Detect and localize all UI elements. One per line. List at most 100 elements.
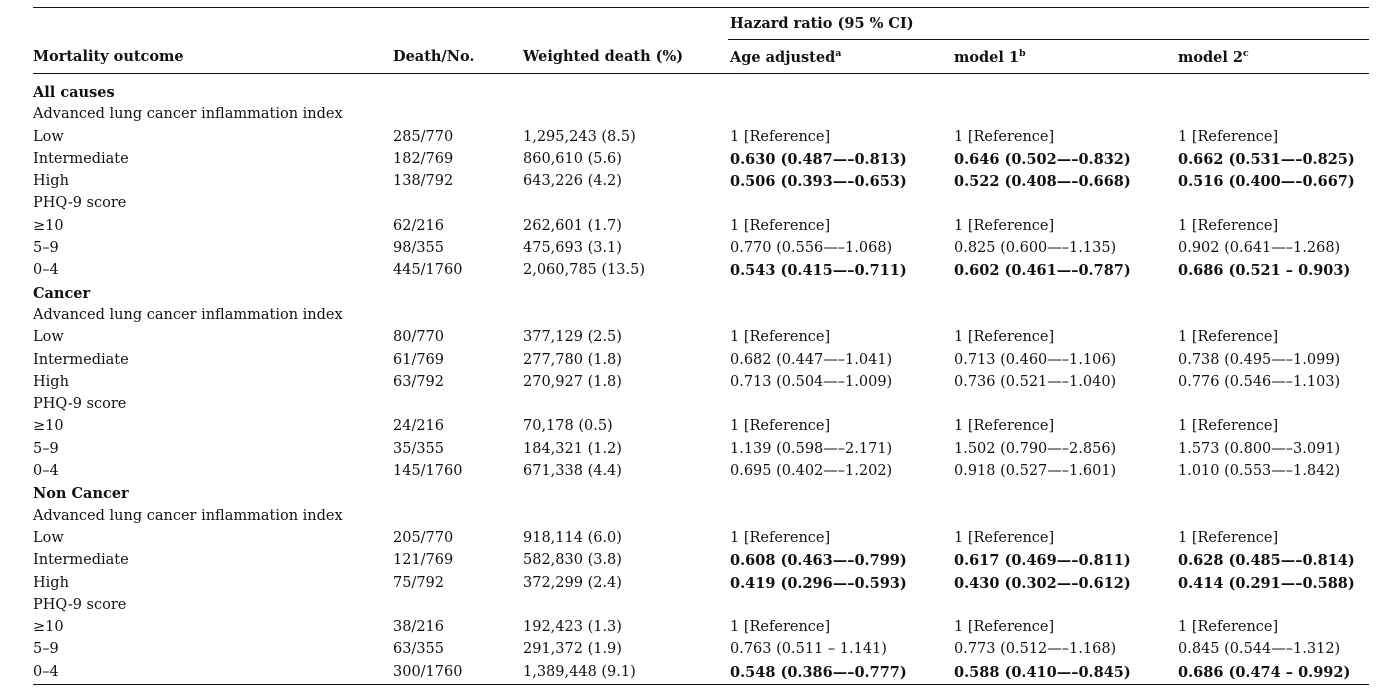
- row-label: 5–9: [33, 240, 59, 257]
- weighted-death: 671,338 (4.4): [523, 463, 622, 480]
- table-body: All causes Advanced lung cancer inflammat…: [33, 82, 1369, 684]
- hr-model1: 0.713 (0.460—–1.106): [954, 351, 1117, 368]
- col-header-model1-text: model 1: [954, 49, 1020, 66]
- hr-model1: 1 [Reference]: [954, 217, 1055, 234]
- hr-model1: 0.522 (0.408—–0.668): [954, 173, 1131, 191]
- hr-model2: 1 [Reference]: [1178, 329, 1279, 346]
- hr-age-adjusted: 0.770 (0.556—–1.068): [730, 240, 893, 257]
- hr-model2: 0.414 (0.291—–0.588): [1178, 574, 1355, 592]
- hr-model2: 0.662 (0.531—–0.825): [1178, 150, 1355, 168]
- row-label: 5–9: [33, 641, 59, 658]
- hr-model2: 0.902 (0.641—–1.268): [1178, 240, 1341, 257]
- table-top-rule: [33, 7, 1369, 8]
- death-count: 61/769: [393, 351, 445, 368]
- table-row: PHQ-9 score: [33, 595, 1369, 617]
- row-label: Low: [33, 329, 64, 346]
- table-row: 5–9 98/355 475,693 (3.1) 0.770 (0.556—–1.06…: [33, 238, 1369, 260]
- weighted-death: 1,295,243 (8.5): [523, 128, 636, 145]
- hr-model2: 0.516 (0.400—–0.667): [1178, 173, 1355, 191]
- death-count: 80/770: [393, 329, 445, 346]
- hr-model1: 0.602 (0.461—–0.787): [954, 262, 1131, 280]
- hr-model2: 1 [Reference]: [1178, 128, 1279, 145]
- weighted-death: 2,060,785 (13.5): [523, 262, 646, 279]
- row-label: Low: [33, 529, 64, 546]
- hr-age-adjusted: 1 [Reference]: [730, 529, 831, 546]
- death-count: 63/355: [393, 641, 445, 658]
- table-row: 0–4 145/1760 671,338 (4.4) 0.695 (0.402—–1.…: [33, 461, 1369, 483]
- row-label: ≥10: [33, 217, 64, 234]
- row-label: Low: [33, 128, 64, 145]
- hr-model1: 1 [Reference]: [954, 128, 1055, 145]
- table-row: 5–9 63/355 291,372 (1.9) 0.763 (0.511 – 1.1…: [33, 639, 1369, 661]
- death-count: 24/216: [393, 418, 445, 435]
- hr-model2: 1 [Reference]: [1178, 529, 1279, 546]
- row-label: Advanced lung cancer inflammation index: [33, 106, 343, 123]
- table-row: 5–9 35/355 184,321 (1.2) 1.139 (0.598—–2.17…: [33, 439, 1369, 461]
- hr-model2: 0.686 (0.474 – 0.992): [1178, 663, 1351, 681]
- hr-model1: 0.918 (0.527—–1.601): [954, 463, 1117, 480]
- row-label: Advanced lung cancer inflammation index: [33, 507, 343, 524]
- hr-age-adjusted: 1 [Reference]: [730, 418, 831, 435]
- death-count: 182/769: [393, 150, 454, 167]
- col-header-model2-text: model 2: [1178, 49, 1244, 66]
- weighted-death: 372,299 (2.4): [523, 574, 622, 591]
- table-row: Low 80/770 377,129 (2.5) 1 [Reference] 1 [Re…: [33, 327, 1369, 349]
- hr-model1: 0.825 (0.600—–1.135): [954, 240, 1117, 257]
- table-row: Low 205/770 918,114 (6.0) 1 [Reference] 1 [R…: [33, 528, 1369, 550]
- hr-age-adjusted: 0.695 (0.402—–1.202): [730, 463, 893, 480]
- table-row: ≥10 24/216 70,178 (0.5) 1 [Reference] 1 [Ref…: [33, 416, 1369, 438]
- hr-model1: 0.773 (0.512—–1.168): [954, 641, 1117, 658]
- death-count: 75/792: [393, 574, 445, 591]
- hr-model2: 1.573 (0.800—–3.091): [1178, 440, 1341, 457]
- weighted-death: 192,423 (1.3): [523, 619, 622, 636]
- hr-age-adjusted: 1.139 (0.598—–2.171): [730, 440, 893, 457]
- table-row: ≥10 62/216 262,601 (1.7) 1 [Reference] 1 [Re…: [33, 216, 1369, 238]
- table-row: Intermediate 182/769 860,610 (5.6) 0.630 (0…: [33, 149, 1369, 171]
- weighted-death: 184,321 (1.2): [523, 440, 622, 457]
- col-header-outcome: Mortality outcome: [33, 48, 184, 65]
- row-label: PHQ-9 score: [33, 596, 127, 613]
- hr-model2: 0.845 (0.544—–1.312): [1178, 641, 1341, 658]
- hr-model2: 0.776 (0.546—–1.103): [1178, 373, 1341, 390]
- weighted-death: 582,830 (3.8): [523, 552, 622, 569]
- hr-age-adjusted: 0.713 (0.504—–1.009): [730, 373, 893, 390]
- death-count: 38/216: [393, 619, 445, 636]
- row-label: Intermediate: [33, 552, 129, 569]
- weighted-death: 270,927 (1.8): [523, 373, 622, 390]
- death-count: 300/1760: [393, 663, 463, 680]
- row-label: 0–4: [33, 463, 59, 480]
- table-row: ≥10 38/216 192,423 (1.3) 1 [Reference] 1 [Re…: [33, 617, 1369, 639]
- table-row: High 75/792 372,299 (2.4) 0.419 (0.296—–0.5…: [33, 573, 1369, 595]
- weighted-death: 377,129 (2.5): [523, 329, 622, 346]
- col-header-death: Death/No.: [393, 48, 475, 65]
- hr-age-adjusted: 0.763 (0.511 – 1.141): [730, 641, 887, 658]
- header-bottom-rule: [33, 73, 1369, 74]
- row-label: PHQ-9 score: [33, 396, 127, 413]
- row-label: All causes: [33, 84, 115, 101]
- hr-age-adjusted: 0.608 (0.463—–0.799): [730, 552, 907, 570]
- section-row: Cancer: [33, 283, 1369, 305]
- death-count: 35/355: [393, 440, 445, 457]
- hr-age-adjusted: 0.630 (0.487—–0.813): [730, 150, 907, 168]
- hr-age-adjusted: 1 [Reference]: [730, 217, 831, 234]
- hr-model2: 0.628 (0.485—–0.814): [1178, 552, 1355, 570]
- row-label: Advanced lung cancer inflammation index: [33, 306, 343, 323]
- hr-model1: 1.502 (0.790—–2.856): [954, 440, 1117, 457]
- table-row: Low 285/770 1,295,243 (8.5) 1 [Reference] 1 …: [33, 127, 1369, 149]
- hr-age-adjusted: 0.419 (0.296—–0.593): [730, 574, 907, 592]
- death-count: 121/769: [393, 552, 454, 569]
- row-label: High: [33, 574, 69, 591]
- death-count: 138/792: [393, 173, 454, 190]
- hr-model1: 0.736 (0.521—–1.040): [954, 373, 1117, 390]
- weighted-death: 70,178 (0.5): [523, 418, 613, 435]
- hr-model1: 1 [Reference]: [954, 619, 1055, 636]
- hr-model1: 1 [Reference]: [954, 418, 1055, 435]
- section-row: All causes: [33, 82, 1369, 104]
- table-row: High 63/792 270,927 (1.8) 0.713 (0.504—–1.0…: [33, 372, 1369, 394]
- table-row: Intermediate 61/769 277,780 (1.8) 0.682 (0.…: [33, 350, 1369, 372]
- death-count: 145/1760: [393, 463, 463, 480]
- hr-model1: 0.617 (0.469—–0.811): [954, 552, 1131, 570]
- row-label: ≥10: [33, 619, 64, 636]
- footnote-mark-b: b: [1019, 48, 1026, 59]
- hr-model2: 1.010 (0.553—–1.842): [1178, 463, 1341, 480]
